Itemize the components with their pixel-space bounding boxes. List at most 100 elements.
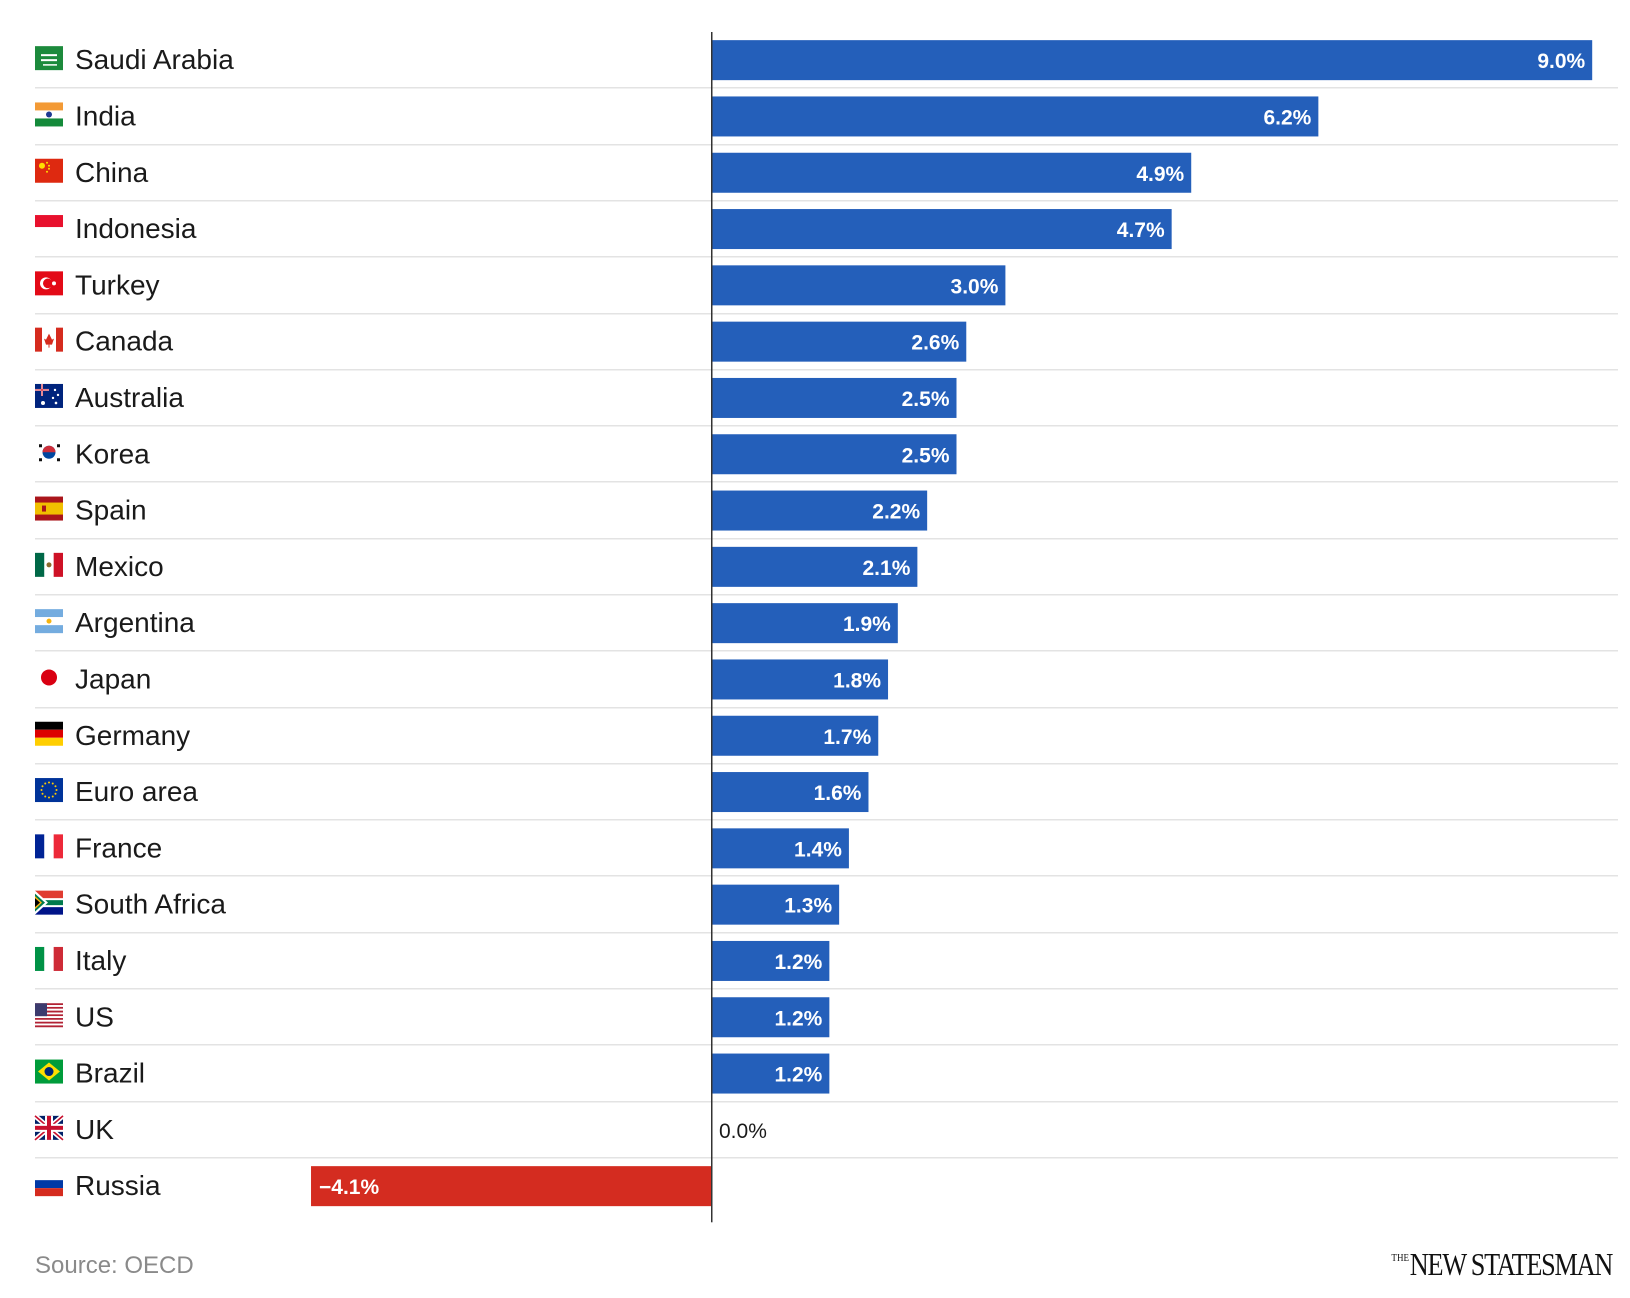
row-separator — [35, 1157, 1618, 1159]
country-label: Australia — [75, 382, 184, 413]
row-separator — [35, 144, 1618, 146]
bar — [712, 321, 967, 362]
country-label: China — [75, 157, 149, 188]
value-label: 2.5% — [902, 444, 950, 467]
country-label: India — [75, 100, 136, 131]
row-separator — [35, 425, 1618, 427]
value-label: 2.6% — [911, 332, 959, 355]
row-separator — [35, 1044, 1618, 1046]
bar — [712, 940, 830, 981]
country-label: UK — [75, 1114, 114, 1145]
value-label: 4.7% — [1117, 219, 1165, 242]
country-label: Argentina — [75, 607, 195, 638]
country-label: Russia — [75, 1170, 161, 1201]
value-label: 1.4% — [794, 838, 842, 861]
flag-euro-area-icon — [35, 778, 63, 803]
bar — [712, 152, 1192, 193]
zero-axis-line — [711, 32, 713, 1223]
country-label: Japan — [75, 663, 151, 694]
value-label: 1.8% — [833, 669, 881, 692]
row-separator — [35, 650, 1618, 652]
bar — [712, 884, 840, 925]
country-label: France — [75, 832, 162, 863]
bar — [712, 772, 869, 813]
bar — [712, 1053, 830, 1094]
row-separator — [35, 763, 1618, 765]
country-label: Germany — [75, 720, 190, 751]
value-label: 9.0% — [1537, 50, 1585, 73]
flag-indonesia-icon — [35, 215, 63, 228]
country-label: Canada — [75, 326, 174, 357]
logo-the: THE — [1391, 1252, 1409, 1264]
flag-germany-icon — [35, 721, 63, 746]
flag-india-icon — [35, 102, 63, 127]
flag-argentina-icon — [35, 609, 63, 634]
bar — [712, 40, 1593, 81]
flag-korea-icon — [35, 440, 63, 465]
country-label: Brazil — [75, 1058, 145, 1089]
flag-uk-icon — [33, 1113, 65, 1142]
logo-name: NEW STATESMAN — [1409, 1246, 1614, 1282]
row-separator — [35, 594, 1618, 596]
flag-south-africa-icon — [35, 890, 63, 915]
new-statesman-logo: THENEW STATESMAN — [1391, 1246, 1614, 1283]
row-separator — [35, 256, 1618, 258]
value-label: 1.2% — [774, 1007, 822, 1030]
country-label: Turkey — [75, 269, 160, 300]
bar — [712, 490, 928, 531]
row-separator — [35, 369, 1618, 371]
bar — [712, 377, 957, 418]
value-label: 2.2% — [872, 501, 920, 524]
bar — [311, 1166, 712, 1207]
row-separator — [35, 932, 1618, 934]
country-label: South Africa — [75, 889, 226, 920]
flag-saudi-arabia-icon — [35, 46, 63, 71]
country-label: Spain — [75, 495, 147, 526]
flag-canada-icon — [35, 327, 63, 352]
flag-turkey-icon — [35, 271, 63, 296]
row-separator — [35, 875, 1618, 877]
flag-japan-icon — [35, 665, 63, 690]
bar — [712, 546, 918, 587]
value-label: −4.1% — [319, 1176, 379, 1199]
value-label: 0.0% — [719, 1120, 767, 1143]
value-label: 1.2% — [774, 1064, 822, 1087]
value-label: 4.9% — [1136, 163, 1184, 186]
bar — [712, 603, 898, 644]
bar — [712, 209, 1172, 250]
value-label: 6.2% — [1263, 106, 1311, 129]
row-separator — [35, 1101, 1618, 1103]
bar — [712, 96, 1319, 137]
bar — [712, 715, 879, 756]
flag-brazil-icon — [35, 1059, 63, 1084]
source-note: Source: OECD — [35, 1252, 194, 1279]
bar — [712, 659, 889, 700]
row-separator — [35, 313, 1618, 315]
flag-australia-icon — [35, 383, 63, 408]
flag-mexico-icon — [35, 552, 63, 577]
value-label: 1.7% — [823, 726, 871, 749]
bar — [712, 997, 830, 1038]
value-label: 1.6% — [814, 782, 862, 805]
bar — [712, 265, 1006, 306]
country-label: Euro area — [75, 776, 198, 807]
country-label: Italy — [75, 945, 126, 976]
value-label: 1.9% — [843, 613, 891, 636]
flag-france-icon — [35, 834, 63, 859]
country-label: US — [75, 1001, 114, 1032]
value-label: 1.2% — [774, 951, 822, 974]
flag-italy-icon — [35, 946, 63, 971]
flag-spain-icon — [35, 496, 63, 521]
row-separator — [35, 481, 1618, 483]
row-separator — [35, 200, 1618, 202]
flag-china-icon — [35, 158, 63, 183]
flag-russia-icon — [35, 1172, 63, 1197]
row-separator — [35, 538, 1618, 540]
country-label: Mexico — [75, 551, 164, 582]
country-label: Korea — [75, 438, 150, 469]
row-separator — [35, 707, 1618, 709]
row-separator — [35, 87, 1618, 89]
flag-us-icon — [35, 1003, 63, 1028]
value-label: 2.5% — [902, 388, 950, 411]
